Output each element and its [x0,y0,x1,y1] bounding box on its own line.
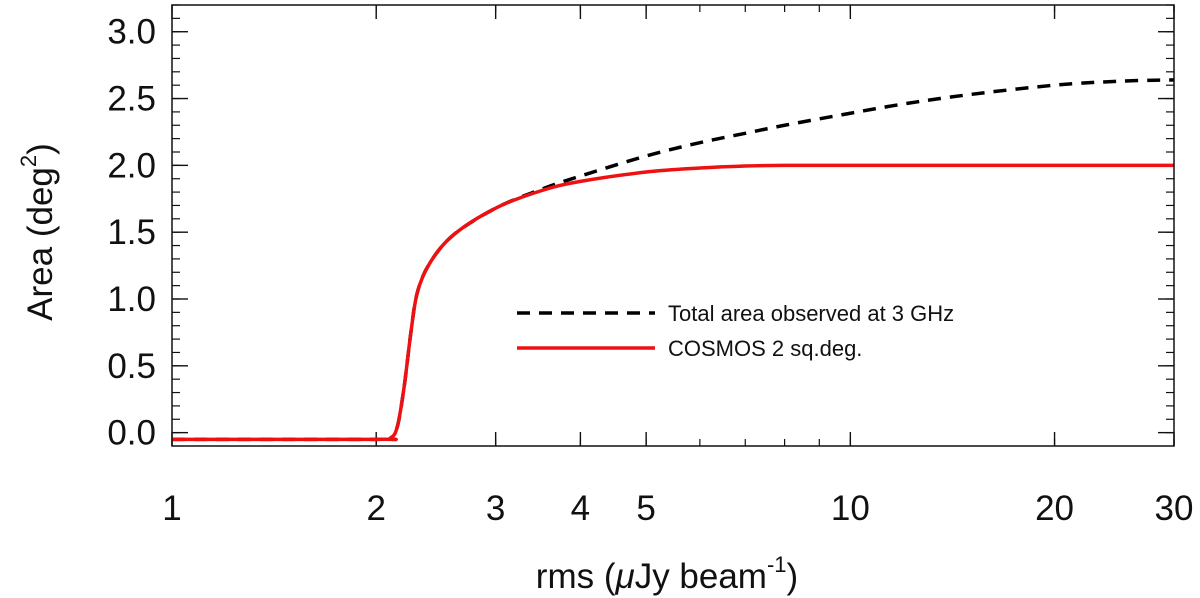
x-tick-label: 30 [1155,489,1194,528]
y-tick-label: 0.0 [107,414,156,453]
x-tick-label: 5 [636,489,655,528]
tick-labels: 1 2 3 4 5 10 20 30 0.0 0.5 1.0 1.5 2.0 2.5 3.0 [107,13,1193,528]
y-axis-title-exponent: 2 [16,155,41,167]
x-tick-label: 3 [486,489,505,528]
legend-label-cosmos: COSMOS 2 sq.deg. [668,336,862,361]
x-tick-label: 4 [571,489,590,528]
x-tick-label: 1 [162,489,181,528]
x-axis-title-main: rms ( [536,557,616,596]
y-axis-title-close: ) [21,143,60,155]
x-axis-title: rms (μJy beam-1) [536,552,798,596]
x-axis-title-exponent: -1 [767,552,787,577]
y-axis-title: Area (deg2) [16,143,60,321]
major-ticks [171,5,1175,446]
plot-frame [171,4,1175,447]
y-tick-label: 2.0 [107,146,156,185]
y-axis-title-main: Area (deg [21,167,60,321]
series-line-cosmos [171,163,1174,442]
y-tick-label: 2.5 [107,80,156,119]
legend: Total area observed at 3 GHz COSMOS 2 sq… [517,301,954,361]
legend-label-total-area: Total area observed at 3 GHz [668,301,954,326]
series-layer [171,78,1175,442]
x-tick-label: 2 [366,489,385,528]
x-axis-title-unit: Jy beam [635,557,767,596]
y-tick-label: 1.0 [107,280,156,319]
x-tick-label: 20 [1035,489,1074,528]
x-tick-label: 10 [831,489,870,528]
y-tick-label: 1.5 [107,213,156,252]
series-line-total-area [171,78,1175,442]
minor-ticks [171,4,1175,446]
x-axis-title-close: ) [787,557,799,596]
x-axis-title-mu: μ [615,557,635,596]
y-tick-label: 0.5 [107,347,156,386]
y-tick-label: 3.0 [107,13,156,52]
